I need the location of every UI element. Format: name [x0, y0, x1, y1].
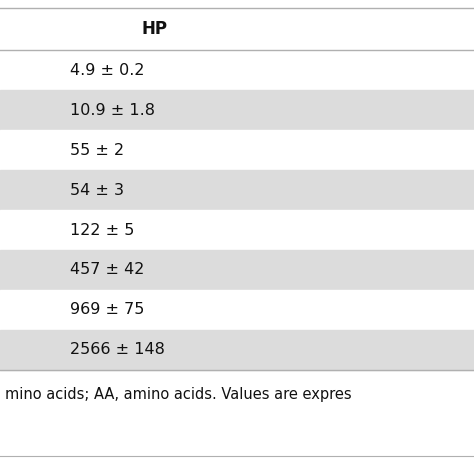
- Text: 55 ± 2: 55 ± 2: [70, 143, 124, 157]
- Bar: [0, 90, 474, 130]
- Bar: [0, 210, 474, 250]
- Text: HP: HP: [142, 20, 168, 38]
- Bar: [0, 170, 474, 210]
- Bar: [0, 250, 474, 290]
- Bar: [0, 290, 474, 330]
- Text: 10.9 ± 1.8: 10.9 ± 1.8: [70, 102, 155, 118]
- Text: 122 ± 5: 122 ± 5: [70, 222, 134, 237]
- Text: 2566 ± 148: 2566 ± 148: [70, 343, 165, 357]
- Bar: [0, 50, 474, 90]
- Text: 4.9 ± 0.2: 4.9 ± 0.2: [70, 63, 145, 78]
- Bar: [0, 8, 474, 50]
- Bar: [0, 130, 474, 170]
- Text: 457 ± 42: 457 ± 42: [70, 263, 145, 277]
- Text: 969 ± 75: 969 ± 75: [70, 302, 145, 318]
- Text: 54 ± 3: 54 ± 3: [70, 182, 124, 198]
- Text: mino acids; AA, amino acids. Values are expres: mino acids; AA, amino acids. Values are …: [5, 388, 352, 402]
- Bar: [0, 330, 474, 370]
